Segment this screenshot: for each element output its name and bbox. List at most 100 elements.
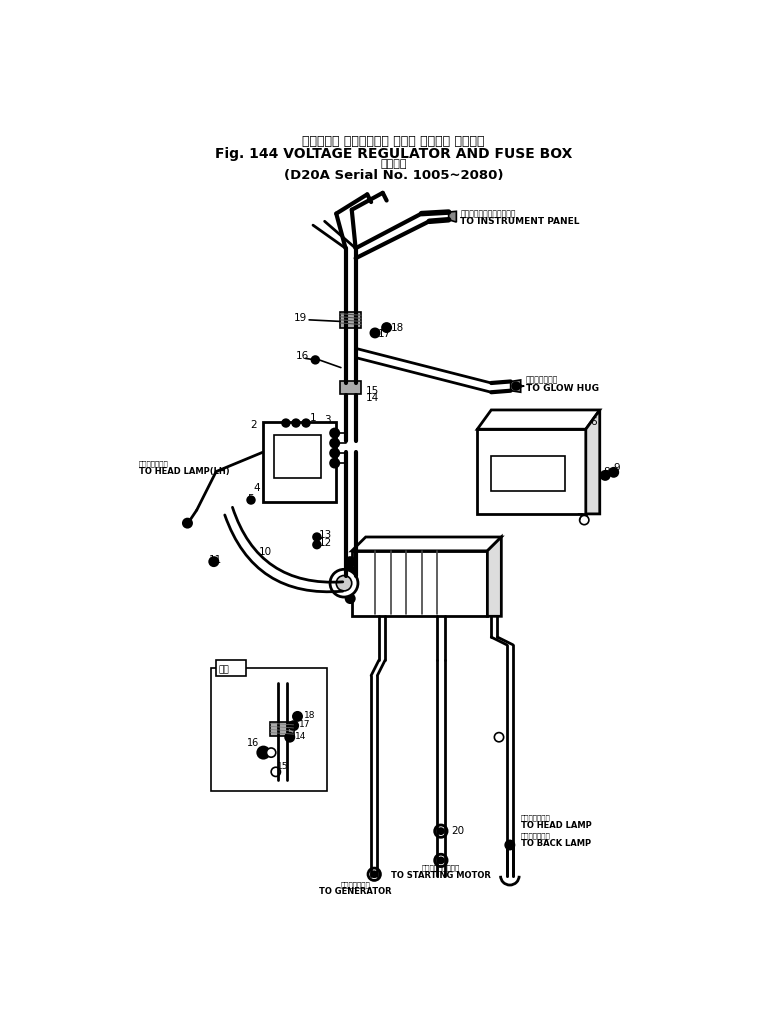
Text: 2: 2 — [250, 420, 257, 430]
Text: 前方: 前方 — [218, 665, 229, 674]
Text: Fig. 144 VOLTAGE REGULATOR AND FUSE BOX: Fig. 144 VOLTAGE REGULATOR AND FUSE BOX — [215, 146, 572, 161]
Text: 16: 16 — [247, 738, 260, 748]
Text: 15: 15 — [366, 386, 379, 396]
Polygon shape — [352, 537, 502, 550]
Text: (D20A Serial No. 1005~2080): (D20A Serial No. 1005~2080) — [284, 169, 503, 182]
Text: 4: 4 — [253, 483, 260, 493]
Circle shape — [346, 558, 355, 567]
Polygon shape — [488, 537, 502, 616]
Text: バックランプへ: バックランプへ — [521, 832, 551, 839]
Text: 16: 16 — [296, 351, 310, 361]
Circle shape — [266, 748, 276, 758]
Text: TO GLOW HUG: TO GLOW HUG — [526, 384, 599, 393]
Text: 20: 20 — [451, 826, 464, 836]
Polygon shape — [511, 380, 521, 392]
Circle shape — [330, 428, 339, 437]
Circle shape — [293, 712, 302, 721]
Text: 11: 11 — [208, 556, 222, 566]
Circle shape — [330, 570, 358, 597]
Text: 8: 8 — [604, 467, 611, 477]
Text: 12: 12 — [319, 538, 332, 548]
Text: 17: 17 — [377, 328, 391, 338]
Text: 10: 10 — [259, 547, 272, 558]
Text: スターターモータへ: スターターモータへ — [422, 865, 460, 872]
Circle shape — [609, 468, 618, 477]
Bar — [352, 550, 488, 616]
Text: 13: 13 — [319, 529, 332, 539]
Circle shape — [371, 872, 377, 878]
Circle shape — [209, 558, 218, 567]
Circle shape — [580, 515, 589, 524]
Circle shape — [330, 448, 339, 458]
Circle shape — [183, 518, 192, 528]
Circle shape — [247, 496, 255, 504]
Bar — [210, 668, 327, 791]
Polygon shape — [477, 410, 600, 429]
Circle shape — [346, 576, 355, 585]
Text: ボルテージ レギュレータ および ヒューズ ボックス: ボルテージ レギュレータ および ヒューズ ボックス — [303, 135, 485, 148]
Text: 18: 18 — [390, 322, 404, 332]
Text: 3: 3 — [325, 415, 331, 425]
Text: ヘッドランプへ: ヘッドランプへ — [139, 461, 168, 468]
Circle shape — [435, 854, 447, 867]
Polygon shape — [586, 410, 600, 514]
Circle shape — [346, 585, 355, 594]
Circle shape — [346, 594, 355, 603]
Circle shape — [495, 732, 504, 741]
Text: グロープラグへ: グロープラグへ — [526, 376, 558, 385]
Text: 1: 1 — [310, 413, 316, 422]
Text: TO GENERATOR: TO GENERATOR — [319, 887, 392, 896]
Text: 15: 15 — [276, 762, 288, 771]
Circle shape — [370, 328, 379, 337]
Circle shape — [382, 323, 391, 332]
Bar — [340, 312, 361, 327]
Text: 通用号機: 通用号機 — [380, 159, 407, 169]
Text: 17: 17 — [299, 719, 310, 728]
Circle shape — [505, 840, 515, 849]
Circle shape — [435, 825, 447, 837]
Circle shape — [336, 576, 352, 591]
Bar — [492, 457, 565, 491]
Text: 9: 9 — [614, 463, 621, 473]
Text: 7: 7 — [577, 513, 583, 523]
Bar — [274, 435, 321, 478]
Circle shape — [346, 567, 355, 576]
Text: TO STARTING MOTOR: TO STARTING MOTOR — [391, 872, 491, 881]
Text: ヘッドランプへ: ヘッドランプへ — [521, 815, 551, 821]
Bar — [340, 382, 361, 394]
Circle shape — [271, 768, 280, 777]
Circle shape — [313, 540, 321, 548]
Bar — [263, 421, 336, 502]
Circle shape — [282, 419, 290, 427]
Circle shape — [438, 857, 444, 864]
Circle shape — [368, 869, 380, 881]
Circle shape — [292, 419, 300, 427]
Text: 5: 5 — [247, 494, 253, 504]
Circle shape — [312, 357, 319, 364]
Text: 18: 18 — [303, 711, 315, 720]
Circle shape — [285, 732, 294, 741]
Circle shape — [330, 459, 339, 468]
Circle shape — [289, 721, 298, 730]
Text: 14: 14 — [295, 732, 306, 741]
Bar — [216, 661, 246, 676]
Bar — [477, 429, 586, 514]
Text: TO HEAD LAMP(LH): TO HEAD LAMP(LH) — [139, 467, 230, 476]
Circle shape — [257, 746, 270, 759]
Polygon shape — [449, 211, 456, 222]
Text: TO INSTRUMENT PANEL: TO INSTRUMENT PANEL — [460, 217, 580, 226]
Text: ジェネレータへ: ジェネレータへ — [341, 882, 370, 889]
Bar — [270, 722, 293, 735]
Text: TO HEAD LAMP: TO HEAD LAMP — [521, 821, 591, 830]
Text: 19: 19 — [293, 312, 307, 322]
Circle shape — [313, 533, 321, 540]
Text: TO BACK LAMP: TO BACK LAMP — [521, 839, 591, 848]
Circle shape — [601, 471, 610, 480]
Circle shape — [438, 828, 444, 834]
Circle shape — [302, 419, 310, 427]
Text: 14: 14 — [366, 394, 379, 403]
Text: インストルメントパネルへ: インストルメントパネルへ — [460, 209, 516, 218]
Text: 6: 6 — [591, 416, 597, 426]
Circle shape — [512, 382, 520, 390]
Circle shape — [330, 438, 339, 447]
